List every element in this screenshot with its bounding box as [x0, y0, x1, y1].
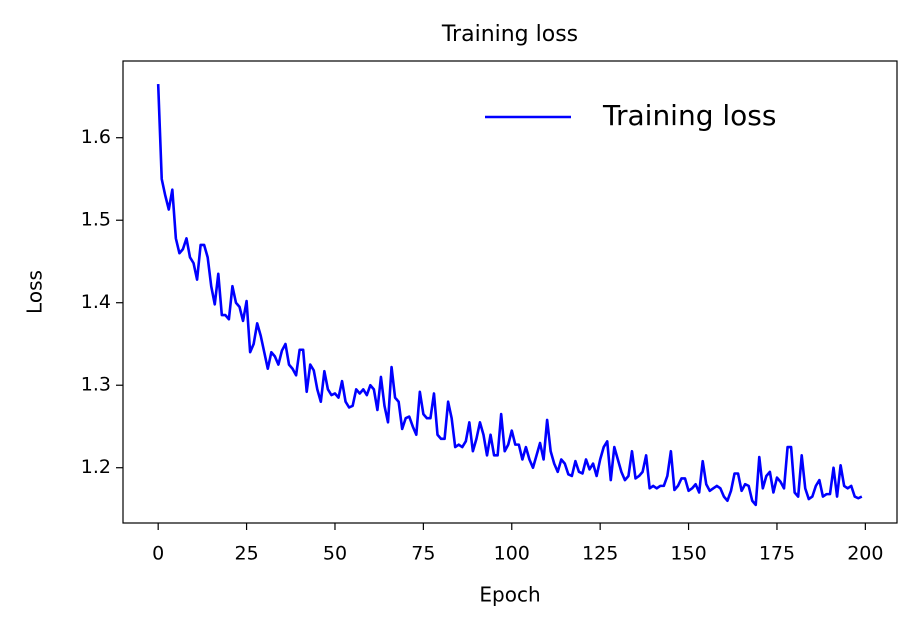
x-tick-label: 75: [411, 543, 435, 565]
x-tick-label: 125: [582, 543, 618, 565]
x-tick-label: 175: [759, 543, 795, 565]
y-axis-label: Loss: [23, 270, 47, 314]
chart-title: Training loss: [441, 22, 578, 47]
y-tick-label: 1.2: [81, 456, 111, 478]
x-axis-label: Epoch: [479, 583, 540, 607]
y-tick-label: 1.4: [81, 291, 111, 313]
y-tick-label: 1.5: [81, 209, 111, 231]
y-tick-label: 1.3: [81, 374, 111, 396]
plot-frame: [122, 60, 898, 524]
x-tick-label: 0: [152, 543, 164, 565]
x-tick-label: 150: [670, 543, 706, 565]
legend-label: Training loss: [602, 99, 776, 132]
x-tick-label: 100: [494, 543, 530, 565]
x-tick-label: 200: [847, 543, 883, 565]
loss-line: [156, 84, 863, 507]
x-tick-label: 25: [234, 543, 258, 565]
x-tick-label: 50: [323, 543, 347, 565]
y-tick-label: 1.6: [81, 126, 111, 148]
